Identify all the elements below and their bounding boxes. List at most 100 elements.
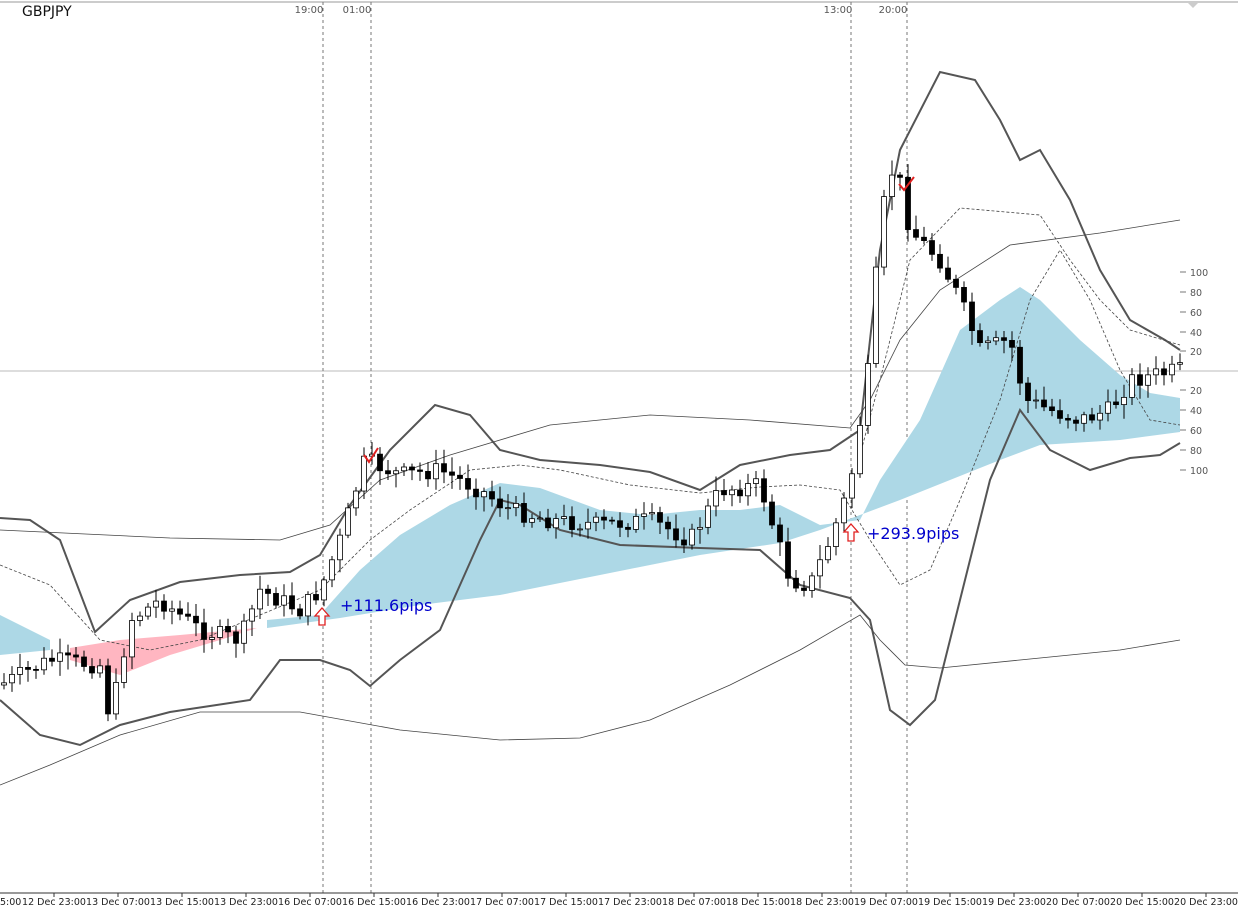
check-mark <box>898 176 915 192</box>
candle-body <box>537 517 543 520</box>
candle-body <box>97 665 103 674</box>
candle-body <box>609 519 615 522</box>
scale-label: 80 <box>1190 446 1202 457</box>
candle-body <box>1145 374 1151 386</box>
candle-body <box>793 577 799 589</box>
candle-body <box>569 516 575 530</box>
candle-body <box>1089 414 1095 421</box>
candle-body <box>1001 337 1007 341</box>
candle-body <box>1097 412 1103 421</box>
outer-upper <box>0 219 1181 541</box>
candle-body <box>297 608 303 617</box>
candle-body <box>561 516 567 520</box>
lower-band <box>0 408 1181 747</box>
candle-body <box>849 473 855 499</box>
scale-label: 80 <box>1190 288 1202 299</box>
scale-label: 60 <box>1190 426 1202 437</box>
top-time-label: 19:00 <box>295 5 324 16</box>
candle-body <box>81 656 87 667</box>
candle-body <box>1121 396 1127 406</box>
candle-body <box>457 474 463 479</box>
candle-body <box>753 478 759 484</box>
candle-body <box>761 478 767 503</box>
candle-body <box>705 505 711 528</box>
time-label: 20 Dec 23:00 <box>1174 897 1238 908</box>
candle-body <box>441 463 447 473</box>
candle-body <box>817 559 823 577</box>
candle-body <box>193 615 199 624</box>
candle-body <box>249 608 255 622</box>
scroll-marker <box>1188 3 1198 8</box>
time-label: 18 Dec 15:00 <box>726 897 790 908</box>
candle-body <box>585 521 591 530</box>
candle-body <box>465 478 471 490</box>
candle-body <box>337 534 343 561</box>
candle-body <box>697 526 703 530</box>
time-label: 16 Dec 15:00 <box>342 897 406 908</box>
candle-body <box>73 654 79 658</box>
candle-body <box>105 665 111 715</box>
candle-body <box>577 528 583 531</box>
candle-body <box>625 526 631 530</box>
candle-body <box>1161 368 1167 376</box>
scale-label: 20 <box>1190 386 1202 397</box>
candle-body <box>1153 368 1159 376</box>
candle-body <box>25 667 31 670</box>
candle-body <box>361 455 367 492</box>
scale-label: 40 <box>1190 328 1202 339</box>
candle-body <box>985 340 991 344</box>
candle-body <box>601 516 607 521</box>
candle-body <box>153 600 159 608</box>
check-mark <box>363 447 379 464</box>
top-time-label: 20:00 <box>879 5 908 16</box>
candle-body <box>497 498 503 509</box>
time-label: 20 Dec 07:00 <box>1046 897 1110 908</box>
candle-body <box>1041 399 1047 408</box>
candle-body <box>929 240 935 255</box>
time-label: 12 Dec 23:00 <box>22 897 86 908</box>
candle-body <box>881 196 887 268</box>
candle-body <box>305 594 311 617</box>
candle-body <box>121 656 127 683</box>
candle-body <box>1081 414 1087 424</box>
time-label: 5:00 <box>0 897 21 908</box>
candle-body <box>961 287 967 303</box>
candle-body <box>513 503 519 509</box>
candle-body <box>937 253 943 269</box>
candle-body <box>89 666 95 674</box>
scale-label: 100 <box>1190 466 1208 477</box>
candle-body <box>729 489 735 496</box>
candle-body <box>1009 340 1015 348</box>
top-time-label: 13:00 <box>824 5 853 16</box>
candle-body <box>433 463 439 480</box>
candle-body <box>809 575 815 591</box>
candle-body <box>49 657 55 662</box>
candle-body <box>1073 419 1079 424</box>
time-label: 20 Dec 15:00 <box>1110 897 1174 908</box>
candle-body <box>665 521 671 530</box>
candle-body <box>1057 410 1063 419</box>
candle-body <box>681 539 687 546</box>
candle-body <box>641 513 647 517</box>
candles <box>1 160 1183 722</box>
candle-body <box>169 608 175 612</box>
time-label: 13 Dec 23:00 <box>214 897 278 908</box>
candle-body <box>417 469 423 472</box>
candle-body <box>857 424 863 475</box>
signals <box>313 176 915 626</box>
candle-body <box>833 522 839 547</box>
time-label: 13 Dec 07:00 <box>86 897 150 908</box>
upper-dashed <box>859 207 1181 456</box>
upper-band <box>0 70 1181 634</box>
time-label: 16 Dec 07:00 <box>278 897 342 908</box>
candle-body <box>1113 401 1119 406</box>
candle-body <box>409 466 415 471</box>
candle-body <box>633 516 639 530</box>
candle-body <box>617 520 623 528</box>
candle-body <box>689 528 695 546</box>
candle-body <box>241 620 247 644</box>
candle-body <box>329 559 335 581</box>
candle-body <box>521 503 527 523</box>
scale-label: 100 <box>1190 268 1208 279</box>
candle-body <box>1177 362 1183 365</box>
